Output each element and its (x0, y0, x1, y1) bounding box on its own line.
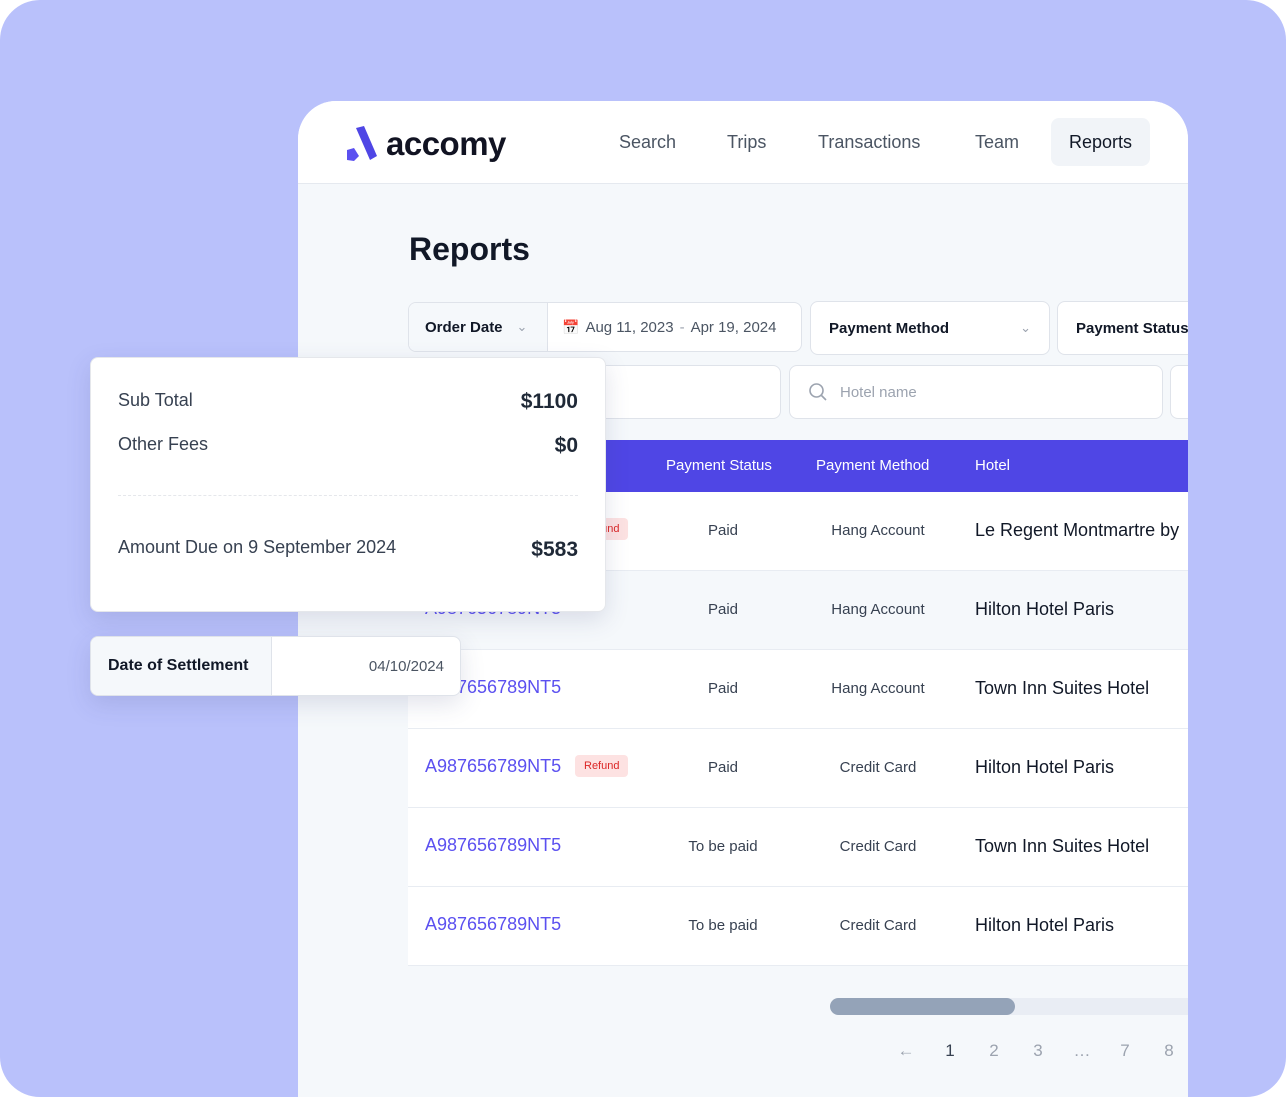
header-payment-method[interactable]: Payment Method (816, 457, 930, 474)
payment-status-text: Paid (707, 601, 739, 618)
calendar-icon: 📅 (562, 318, 580, 335)
order-id-link[interactable]: A987656789NT5 (425, 835, 562, 855)
hotel-cell: Hilton Hotel Paris (975, 915, 1115, 935)
page-1[interactable]: 1 (945, 1041, 955, 1060)
payment-status-label: Payment Status (1076, 319, 1188, 337)
divider (118, 495, 578, 496)
page-ellipsis: … (1073, 1041, 1091, 1060)
hotel-cell: Town Inn Suites Hotel (975, 836, 1150, 856)
payment-status-text: Paid (707, 759, 739, 776)
order-id-link[interactable]: A987656789NT5 (425, 914, 562, 934)
payment-status-text: To be paid (688, 917, 758, 934)
amount-due-label: Amount Due on 9 September 2024 (118, 537, 397, 557)
payment-status-text: Paid (707, 522, 739, 539)
search-icon (809, 383, 827, 401)
page-2[interactable]: 2 (989, 1041, 999, 1060)
summary-card: Sub Total $1100 Other Fees $0 Amount Due… (90, 357, 606, 612)
payment-method-text: Credit Card (839, 917, 917, 934)
table-row[interactable]: A987656789NT5 Refund Paid Credit Card Hilton… (408, 729, 1188, 808)
app-window: accomy Search Trips Transactions Team Re… (298, 101, 1188, 1097)
hotel-cell: Town Inn Suites Hotel (975, 678, 1150, 698)
horizontal-scrollbar-thumb[interactable] (830, 998, 1015, 1015)
top-nav: accomy Search Trips Transactions Team Re… (298, 101, 1188, 184)
sub-total-label: Sub Total (118, 390, 193, 410)
brand-name: accomy (386, 125, 506, 162)
date-filter: Order Date ⌄ 📅 Aug 11, 2023 - Apr 19, 20… (408, 302, 802, 352)
other-fees-label: Other Fees (118, 434, 209, 454)
amount-due-value: $583 (531, 538, 578, 561)
nav-team[interactable]: Team (975, 132, 1020, 152)
date-sep: - (679, 318, 685, 336)
payment-method-text: Credit Card (839, 759, 917, 776)
hotel-cell: Hilton Hotel Paris (975, 599, 1115, 619)
header-payment-status[interactable]: Payment Status (666, 457, 772, 474)
hotel-cell: Hilton Hotel Paris (975, 757, 1115, 777)
date-start: Aug 11, 2023 (585, 318, 674, 336)
payment-method-text: Hang Account (831, 680, 925, 697)
sub-total-value: $1100 (520, 390, 578, 413)
date-type-label: Order Date (425, 318, 503, 336)
payment-method-text: Hang Account (831, 601, 925, 618)
hotel-name-placeholder: Hotel name (840, 383, 917, 401)
payment-status-text: To be paid (688, 838, 758, 855)
nav-transactions[interactable]: Transactions (818, 132, 921, 152)
payment-method-text: Hang Account (831, 522, 925, 539)
nav-trips[interactable]: Trips (727, 132, 767, 152)
page-8[interactable]: 8 (1164, 1041, 1174, 1060)
other-fees-value: $0 (554, 434, 578, 457)
date-type-select[interactable]: Order Date ⌄ (409, 303, 548, 351)
settlement-card: Date of Settlement 04/10/2024 (90, 636, 461, 696)
hotel-cell: Le Regent Montmartre by (975, 520, 1180, 540)
extra-filter-input[interactable] (1170, 365, 1188, 419)
payment-method-select[interactable]: Payment Method ⌄ (810, 301, 1050, 355)
date-range-input[interactable]: 📅 Aug 11, 2023 - Apr 19, 2024 (548, 319, 776, 336)
refund-badge: Refund (575, 755, 629, 777)
chevron-down-icon: ⌄ (516, 319, 528, 334)
payment-status-text: Paid (707, 680, 739, 697)
payment-status-select[interactable]: Payment Status (1057, 301, 1188, 355)
settlement-label: Date of Settlement (91, 637, 272, 695)
nav-reports[interactable]: Reports (1051, 118, 1151, 166)
prev-page-arrow-icon[interactable]: ← (897, 1041, 915, 1060)
payment-method-text: Credit Card (839, 838, 917, 855)
page-title: Reports (409, 231, 530, 267)
payment-method-label: Payment Method (829, 319, 950, 337)
settlement-date: 04/10/2024 (368, 658, 444, 675)
order-id-link[interactable]: A987656789NT5 (425, 756, 562, 776)
table-row[interactable]: A987656789NT5 To be paid Credit Card Hilton… (408, 887, 1188, 966)
table-row[interactable]: A987656789NT5 Paid Hang Account Town Inn Su… (408, 650, 1188, 729)
accomy-logo-icon (347, 126, 377, 161)
nav-search[interactable]: Search (619, 132, 677, 152)
table-row[interactable]: A987656789NT5 To be paid Credit Card Town I… (408, 808, 1188, 887)
hotel-name-input[interactable]: Hotel name (789, 365, 1163, 419)
page-3[interactable]: 3 (1033, 1041, 1043, 1060)
header-hotel[interactable]: Hotel (975, 457, 1011, 474)
chevron-down-icon: ⌄ (1020, 320, 1031, 335)
logo[interactable]: accomy (344, 125, 506, 163)
date-end: Apr 19, 2024 (690, 318, 777, 336)
page-7[interactable]: 7 (1120, 1041, 1130, 1060)
